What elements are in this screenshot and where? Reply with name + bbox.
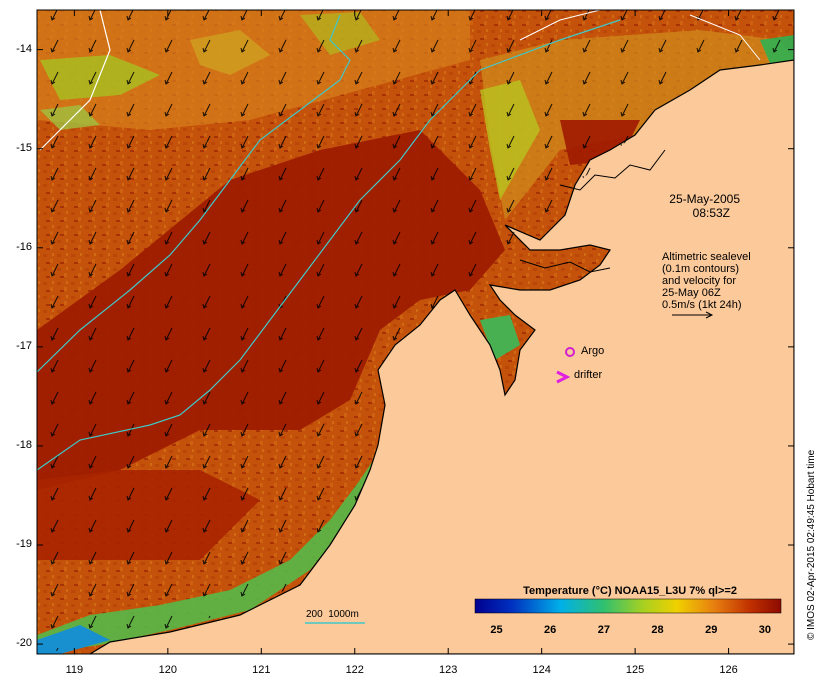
argo-marker — [565, 347, 575, 357]
latitude-label: -19 — [16, 538, 32, 550]
longitude-label: 125 — [625, 664, 645, 676]
altimetry-line: (0.1m contours) — [662, 263, 740, 275]
colorbar-tick-label: 26 — [544, 624, 557, 636]
colorbar — [474, 598, 782, 614]
colorbar-tick-label: 29 — [705, 624, 718, 636]
argo-label: Argo — [581, 345, 605, 357]
longitude-label: 124 — [532, 664, 551, 676]
credit-text: © IMOS 02-Apr-2015 02:49:45 Hobart time — [806, 449, 817, 640]
latitude-label: -18 — [16, 438, 32, 451]
longitude-label: 126 — [719, 664, 738, 676]
drifter-marker — [556, 370, 571, 384]
altimetry-line: 25-May 06Z — [662, 287, 721, 299]
isobath-legend-label: 200 1000m — [306, 609, 359, 620]
longitude-label: 120 — [158, 664, 177, 676]
latitude-label: -16 — [16, 240, 32, 253]
axis-ticks — [37, 10, 794, 654]
latitude-label: -14 — [16, 42, 32, 55]
altimetry-line: and velocity for — [662, 275, 736, 287]
colorbar-tick-label: 30 — [758, 624, 772, 636]
latitude-label: -20 — [16, 637, 32, 650]
latitude-label: -15 — [16, 141, 32, 154]
latitude-label: -17 — [16, 339, 32, 352]
drifter-label: drifter — [574, 369, 603, 381]
colorbar-title: Temperature (°C) NOAA15_L3U 7% ql>=2 — [523, 585, 737, 597]
isobath-1000m — [39, 10, 111, 151]
altimetry-note: Altimetric sealevel (0.1m contours) and … — [662, 251, 751, 311]
longitude-label: 119 — [65, 664, 84, 676]
altimetry-line: 0.5m/s (1kt 24h) — [662, 299, 742, 311]
longitude-label: 122 — [345, 664, 364, 676]
longitude-label: 121 — [252, 664, 271, 676]
date-line2: 08:53Z — [692, 206, 730, 220]
colorbar-tick-label: 28 — [651, 624, 664, 636]
isobath-200m — [37, 14, 351, 373]
longitude-label: 123 — [439, 664, 458, 676]
date-line1: 25-May-2005 — [669, 192, 740, 206]
altimetry-line: Altimetric sealevel — [662, 251, 751, 263]
plot-frame — [36, 9, 795, 655]
colorbar-tick-label: 27 — [597, 624, 610, 636]
colorbar-tick-label: 25 — [490, 624, 503, 636]
